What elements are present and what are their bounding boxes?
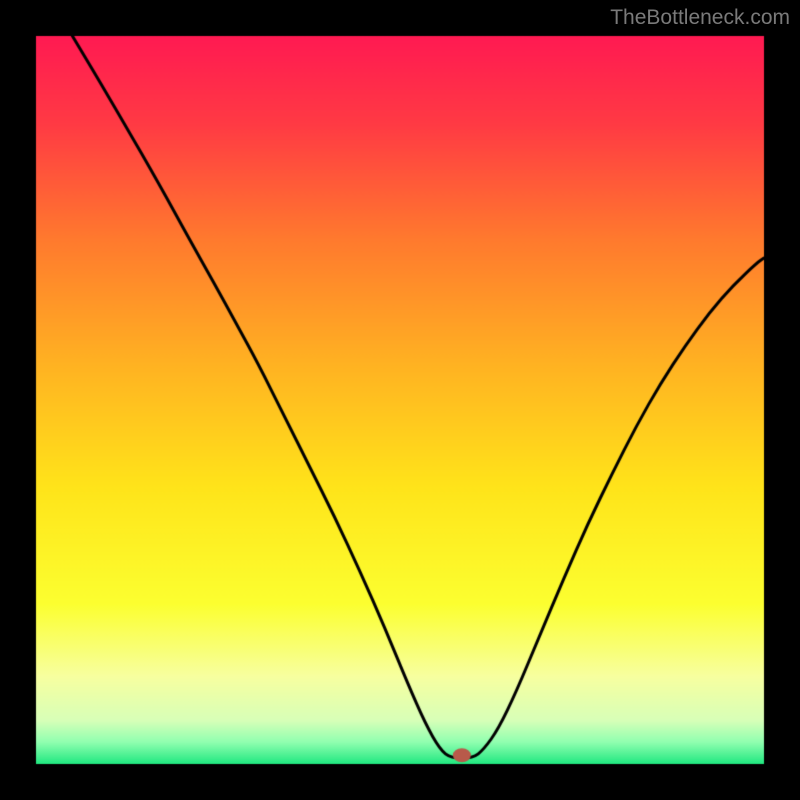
bottleneck-curve-chart [0, 0, 800, 800]
source-watermark: TheBottleneck.com [610, 6, 790, 30]
